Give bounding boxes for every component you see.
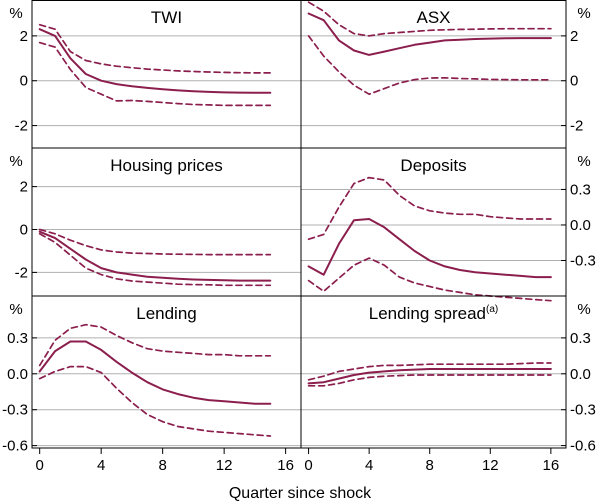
series-line-housing-prices-3 <box>38 232 272 287</box>
x-tick-label-right-8: 8 <box>426 457 434 474</box>
x-tick-label-left-12: 12 <box>216 457 233 474</box>
panel-title-asx: ASX <box>416 8 450 27</box>
panel-title-deposits: Deposits <box>400 156 466 175</box>
y-tick-label-row-3-right-3: -0.6 <box>570 438 596 455</box>
panel-title-twi: TWI <box>151 8 182 27</box>
y-tick-label-row-2-left-0: 2 <box>20 179 28 196</box>
y-tick-label-row-1-left-2: -2 <box>15 118 28 135</box>
series-line-twi-2 <box>38 23 272 74</box>
series-line-twi-3 <box>38 41 272 107</box>
unit-symbol-row-3-right: % <box>577 301 590 318</box>
grid-layer <box>32 35 566 447</box>
unit-symbol-row-1-left: % <box>9 5 22 22</box>
unit-symbol-row-1-right: % <box>577 5 590 22</box>
series-line-housing-prices-1 <box>38 230 272 282</box>
panel-title-footnote-marker: (a) <box>486 304 498 315</box>
series-line-deposits-1 <box>307 218 552 279</box>
y-tick-label-row-1-left-0: 2 <box>20 28 28 45</box>
x-axis-label: Quarter since shock <box>229 485 372 502</box>
series-line-twi-1 <box>38 28 272 94</box>
y-tick-label-row-3-right-0: 0.3 <box>570 330 591 347</box>
series-line-lending-3 <box>38 365 272 437</box>
panel-title-lending: Lending <box>136 304 197 323</box>
x-tick-label-right-0: 0 <box>304 457 312 474</box>
panel-title-lending-spread: Lending spread(a) <box>369 304 498 323</box>
y-tick-label-row-1-left-1: 0 <box>20 73 28 90</box>
series-line-lending-1 <box>38 340 272 405</box>
series-line-deposits-2 <box>307 176 552 241</box>
y-tick-label-row-3-right-2: -0.3 <box>570 402 596 419</box>
y-tick-label-row-2-left-1: 0 <box>20 222 28 239</box>
plot-frame <box>31 0 567 449</box>
series-line-housing-prices-2 <box>38 228 272 256</box>
unit-symbol-row-3-left: % <box>9 301 22 318</box>
x-tick-label-right-4: 4 <box>365 457 373 474</box>
y-tick-label-row-2-left-2: -2 <box>15 264 28 281</box>
y-tick-label-row-3-left-2: -0.3 <box>2 402 28 419</box>
series-line-asx-1 <box>307 12 552 56</box>
x-tick-label-left-0: 0 <box>36 457 44 474</box>
y-tick-label-row-1-right-2: -2 <box>570 118 583 135</box>
frame-layer <box>31 0 567 454</box>
y-tick-label-row-2-right-0: 0.3 <box>570 181 591 198</box>
series-line-asx-2 <box>307 1 552 37</box>
panel-title-housing-prices: Housing prices <box>110 156 222 175</box>
y-tick-label-row-2-right-1: 0.0 <box>570 217 591 234</box>
label-layer: 0 0 4 4 8 8 12 12 16 16% 2 0 -2% 2 0 -2% 2 0 -2% 0.3 0.0 -0.3… <box>2 5 596 474</box>
series-line-lending-spread-1 <box>307 368 552 385</box>
y-tick-label-row-3-left-3: -0.6 <box>2 438 28 455</box>
y-tick-label-row-2-right-2: -0.3 <box>570 252 596 269</box>
y-tick-label-row-3-left-1: 0.0 <box>7 366 28 383</box>
unit-symbol-row-2-left: % <box>9 153 22 170</box>
series-line-lending-spread-2 <box>307 362 552 381</box>
series-line-deposits-3 <box>307 257 552 302</box>
y-tick-label-row-1-right-1: 0 <box>570 73 578 90</box>
series-line-lending-2 <box>38 323 272 367</box>
x-tick-label-left-16: 16 <box>277 457 294 474</box>
series-line-asx-3 <box>307 35 552 96</box>
y-tick-label-row-3-right-1: 0.0 <box>570 366 591 383</box>
x-tick-label-right-12: 12 <box>482 457 499 474</box>
y-tick-label-row-3-left-0: 0.3 <box>7 330 28 347</box>
series-layer <box>38 1 552 437</box>
x-tick-label-left-4: 4 <box>97 457 105 474</box>
y-tick-label-row-1-right-0: 2 <box>570 28 578 45</box>
x-tick-label-left-8: 8 <box>158 457 166 474</box>
unit-symbol-row-2-right: % <box>577 153 590 170</box>
series-line-lending-spread-3 <box>307 374 552 387</box>
x-tick-label-right-16: 16 <box>543 457 560 474</box>
